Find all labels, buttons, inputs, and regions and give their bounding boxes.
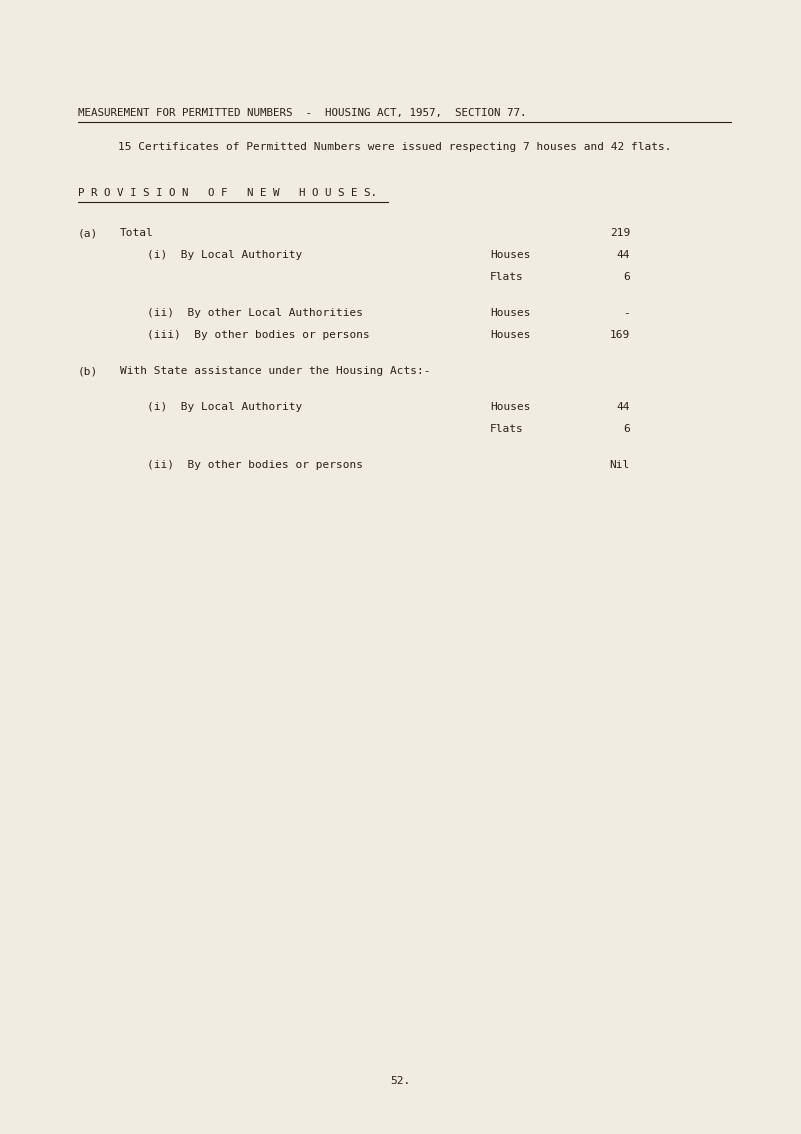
Text: Nil: Nil — [610, 460, 630, 469]
Text: (ii)  By other Local Authorities: (ii) By other Local Authorities — [120, 308, 363, 318]
Text: Houses: Houses — [490, 401, 530, 412]
Text: 15 Certificates of Permitted Numbers were issued respecting 7 houses and 42 flat: 15 Certificates of Permitted Numbers wer… — [118, 142, 671, 152]
Text: Flats: Flats — [490, 424, 524, 434]
Text: 44: 44 — [617, 249, 630, 260]
Text: (iii)  By other bodies or persons: (iii) By other bodies or persons — [120, 330, 370, 340]
Text: With State assistance under the Housing Acts:-: With State assistance under the Housing … — [120, 366, 430, 376]
Text: (i)  By Local Authority: (i) By Local Authority — [120, 401, 302, 412]
Text: Total: Total — [120, 228, 154, 238]
Text: (ii)  By other bodies or persons: (ii) By other bodies or persons — [120, 460, 363, 469]
Text: Flats: Flats — [490, 272, 524, 282]
Text: P R O V I S I O N   O F   N E W   H O U S E S.: P R O V I S I O N O F N E W H O U S E S. — [78, 188, 377, 198]
Text: 44: 44 — [617, 401, 630, 412]
Text: 6: 6 — [623, 424, 630, 434]
Text: (a): (a) — [78, 228, 99, 238]
Text: -: - — [623, 308, 630, 318]
Text: Houses: Houses — [490, 330, 530, 340]
Text: (i)  By Local Authority: (i) By Local Authority — [120, 249, 302, 260]
Text: 6: 6 — [623, 272, 630, 282]
Text: Houses: Houses — [490, 249, 530, 260]
Text: (b): (b) — [78, 366, 99, 376]
Text: Houses: Houses — [490, 308, 530, 318]
Text: 52.: 52. — [390, 1076, 411, 1086]
Text: 219: 219 — [610, 228, 630, 238]
Text: 169: 169 — [610, 330, 630, 340]
Text: MEASUREMENT FOR PERMITTED NUMBERS  -  HOUSING ACT, 1957,  SECTION 77.: MEASUREMENT FOR PERMITTED NUMBERS - HOUS… — [78, 108, 526, 118]
